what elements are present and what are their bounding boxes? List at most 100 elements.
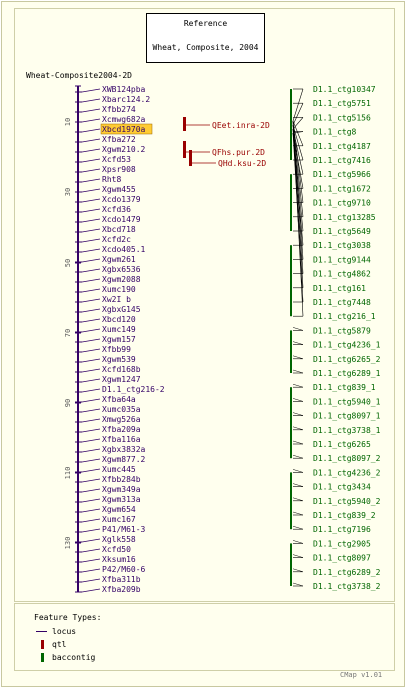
- qtl-bar-icon: [41, 640, 44, 649]
- locus-label[interactable]: Xfbb274: [102, 105, 136, 114]
- contig-label[interactable]: D1.1_ctg2905: [313, 539, 371, 548]
- contig-label[interactable]: D1.1_ctg5940_1: [313, 397, 381, 406]
- locus-label[interactable]: XWB124pba: [102, 85, 146, 94]
- locus-label[interactable]: Xmwg526a: [102, 415, 141, 424]
- locus-label[interactable]: Xgwm1247: [102, 375, 141, 384]
- contig-label[interactable]: D1.1_ctg4862: [313, 270, 371, 279]
- locus-label[interactable]: Xfba272: [102, 135, 136, 144]
- contig-label[interactable]: D1.1_ctg10347: [313, 85, 376, 94]
- locus-connector: [81, 568, 101, 573]
- locus-label[interactable]: Xcfd53: [102, 155, 131, 164]
- contig-label[interactable]: D1.1_ctg8: [313, 128, 357, 137]
- locus-label[interactable]: Xcmwg682a: [102, 115, 146, 124]
- contig-label[interactable]: D1.1_ctg7196: [313, 525, 371, 534]
- contig-label[interactable]: D1.1_ctg5966: [313, 170, 371, 179]
- locus-label[interactable]: Xcdo1379: [102, 195, 141, 204]
- locus-label[interactable]: Xw2I b: [102, 295, 131, 304]
- qtl-label[interactable]: QFhs.pur.2D: [212, 148, 265, 157]
- locus-label[interactable]: Xgwm261: [102, 255, 136, 264]
- locus-label[interactable]: Xcdo1479: [102, 215, 141, 224]
- locus-connector: [81, 518, 101, 523]
- contig-label[interactable]: D1.1_ctg5879: [313, 326, 371, 335]
- locus-label[interactable]: Xbarc124.2: [102, 95, 150, 104]
- locus-label[interactable]: D1.1_ctg216-2: [102, 385, 165, 394]
- locus-label[interactable]: Xbcd1970a: [102, 125, 146, 134]
- contig-label[interactable]: D1.1_ctg839_2: [313, 511, 376, 520]
- contig-correspondence: [292, 554, 304, 558]
- locus-label[interactable]: Xgwm210.2: [102, 145, 146, 154]
- locus-label[interactable]: Xumc445: [102, 465, 136, 474]
- locus-label[interactable]: Xfba209b: [102, 585, 141, 594]
- locus-label[interactable]: Xgwm2088: [102, 275, 141, 284]
- contig-label[interactable]: D1.1_ctg3738_1: [313, 426, 381, 435]
- contig-label[interactable]: D1.1_ctg3038: [313, 241, 371, 250]
- locus-label[interactable]: Xbcd718: [102, 225, 136, 234]
- contig-label[interactable]: D1.1_ctg6289_1: [313, 369, 381, 378]
- contig-label[interactable]: D1.1_ctg8097_1: [313, 412, 381, 421]
- qtl-bar[interactable]: [183, 117, 186, 131]
- locus-label[interactable]: P41/M61-3: [102, 525, 146, 534]
- locus-label[interactable]: Xumc035a: [102, 405, 141, 414]
- locus-label[interactable]: Xumc190: [102, 285, 136, 294]
- locus-label[interactable]: Xgwm349a: [102, 485, 141, 494]
- locus-label[interactable]: Xfba64a: [102, 395, 136, 404]
- locus-label[interactable]: Xksum16: [102, 555, 136, 564]
- contig-label[interactable]: D1.1_ctg3738_2: [313, 582, 381, 591]
- qtl-bar[interactable]: [183, 141, 186, 158]
- contig-label[interactable]: D1.1_ctg4187: [313, 142, 371, 151]
- locus-label[interactable]: Xfba209a: [102, 425, 141, 434]
- contig-label[interactable]: D1.1_ctg8097_2: [313, 454, 381, 463]
- contig-label[interactable]: D1.1_ctg9710: [313, 199, 371, 208]
- reference-map-set[interactable]: Wheat, Composite, 2004: [152, 43, 259, 52]
- contig-label[interactable]: D1.1_ctg8097: [313, 554, 371, 563]
- locus-label[interactable]: Xfbb284b: [102, 475, 141, 484]
- locus-connector: [81, 498, 101, 503]
- contig-label[interactable]: D1.1_ctg3434: [313, 483, 371, 492]
- contig-label[interactable]: D1.1_ctg161: [313, 284, 366, 293]
- locus-label[interactable]: Xgbx6536: [102, 265, 141, 274]
- contig-label[interactable]: D1.1_ctg5156: [313, 113, 371, 122]
- locus-label[interactable]: Xgwm877.2: [102, 455, 146, 464]
- locus-label[interactable]: Xbcd120: [102, 315, 136, 324]
- contig-label[interactable]: D1.1_ctg1672: [313, 184, 371, 193]
- contig-label[interactable]: D1.1_ctg216_1: [313, 312, 376, 321]
- locus-label[interactable]: Xcfd36: [102, 205, 131, 214]
- locus-label[interactable]: Xcfd2c: [102, 235, 131, 244]
- contig-label[interactable]: D1.1_ctg4236_2: [313, 468, 381, 477]
- locus-label[interactable]: Xfba116a: [102, 435, 141, 444]
- locus-label[interactable]: Xfba311b: [102, 575, 141, 584]
- locus-label[interactable]: Xcdo405.1: [102, 245, 146, 254]
- contig-label[interactable]: D1.1_ctg839_1: [313, 383, 376, 392]
- locus-label[interactable]: Xcfd168b: [102, 365, 141, 374]
- contig-label[interactable]: D1.1_ctg6265_2: [313, 355, 381, 364]
- contig-label[interactable]: D1.1_ctg9144: [313, 255, 371, 264]
- contig-label[interactable]: D1.1_ctg5649: [313, 227, 371, 236]
- qtl-bar[interactable]: [189, 150, 192, 166]
- locus-label[interactable]: Xpsr908: [102, 165, 136, 174]
- map-title[interactable]: Wheat-Composite2004-2D: [26, 71, 132, 80]
- contig-label[interactable]: D1.1_ctg5751: [313, 99, 371, 108]
- contig-label[interactable]: D1.1_ctg4236_1: [313, 341, 381, 350]
- locus-label[interactable]: Xgwm539: [102, 355, 136, 364]
- locus-label[interactable]: Xcfd50: [102, 545, 131, 554]
- locus-label[interactable]: P42/M60-6: [102, 565, 146, 574]
- contig-label[interactable]: D1.1_ctg6265: [313, 440, 371, 449]
- locus-label[interactable]: Xumc167: [102, 515, 136, 524]
- locus-label[interactable]: Xgwm157: [102, 335, 136, 344]
- locus-label[interactable]: Xumc149: [102, 325, 136, 334]
- locus-label[interactable]: XgbxG145: [102, 305, 141, 314]
- contig-label[interactable]: D1.1_ctg7448: [313, 298, 371, 307]
- contig-label[interactable]: D1.1_ctg6289_2: [313, 568, 381, 577]
- locus-label[interactable]: Xgwm654: [102, 505, 136, 514]
- contig-label[interactable]: D1.1_ctg5940_2: [313, 497, 381, 506]
- locus-label[interactable]: Xglk558: [102, 535, 136, 544]
- qtl-label[interactable]: QEet.inra-2D: [212, 121, 270, 130]
- locus-label[interactable]: Xfbb99: [102, 345, 131, 354]
- contig-label[interactable]: D1.1_ctg13285: [313, 213, 376, 222]
- locus-label[interactable]: Xgwm313a: [102, 495, 141, 504]
- qtl-label[interactable]: QHd.ksu-2D: [218, 159, 266, 168]
- contig-label[interactable]: D1.1_ctg7416: [313, 156, 371, 165]
- locus-label[interactable]: Rht8: [102, 175, 121, 184]
- locus-label[interactable]: Xgbx3832a: [102, 445, 146, 454]
- locus-label[interactable]: Xgwm455: [102, 185, 136, 194]
